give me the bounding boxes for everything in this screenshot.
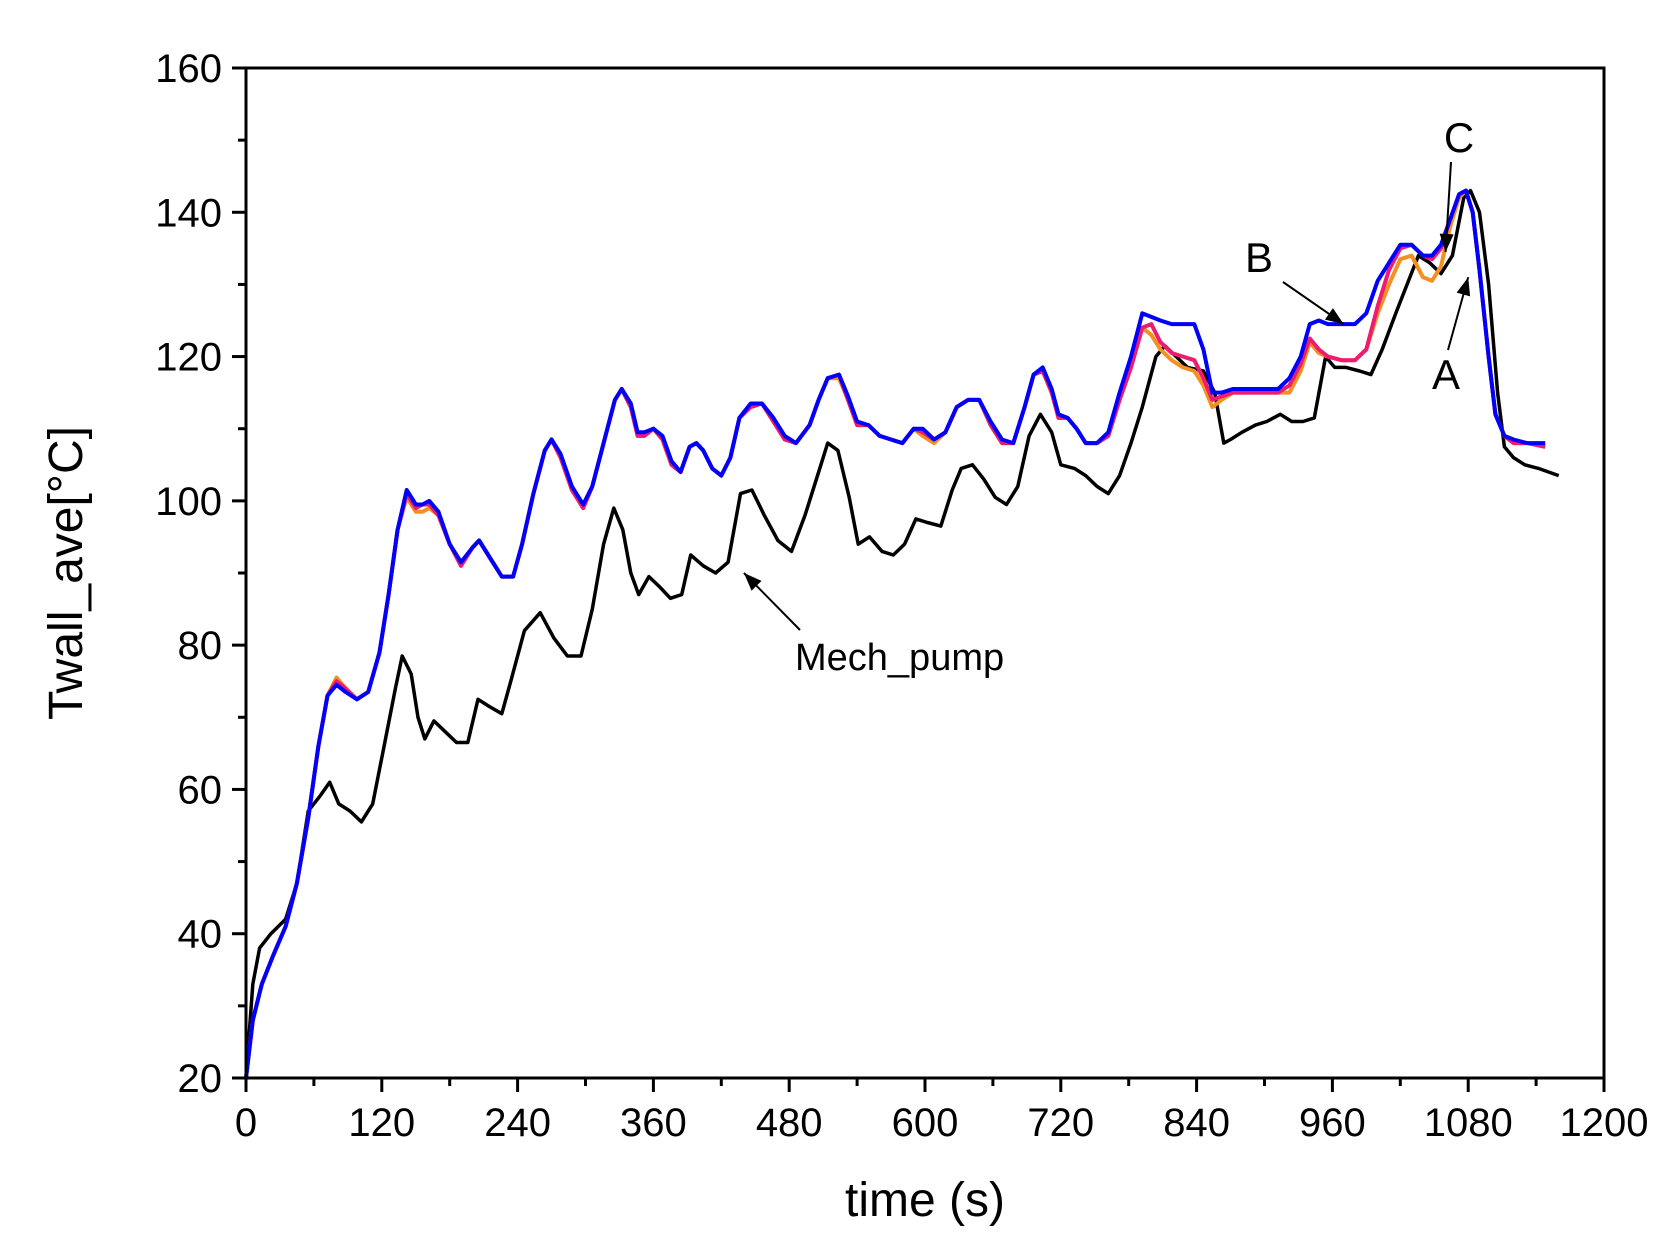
y-tick-label: 20 xyxy=(178,1057,223,1101)
annotation-label-c: C xyxy=(1444,114,1474,161)
x-tick-label: 240 xyxy=(484,1101,551,1145)
x-tick-label: 120 xyxy=(348,1101,415,1145)
x-tick-label: 360 xyxy=(620,1101,687,1145)
x-tick-label: 840 xyxy=(1163,1101,1230,1145)
x-tick-label: 720 xyxy=(1027,1101,1094,1145)
y-tick-label: 40 xyxy=(178,913,223,957)
annotation-arrowhead-a xyxy=(1456,277,1471,297)
x-tick-label: 960 xyxy=(1299,1101,1366,1145)
x-tick-label: 1200 xyxy=(1560,1101,1649,1145)
annotation-arrowhead-mech-pump xyxy=(743,573,762,591)
y-tick-label: 140 xyxy=(155,191,222,235)
x-tick-label: 1080 xyxy=(1424,1101,1513,1145)
plot-lines xyxy=(244,188,1560,1079)
annotation-label-mech-pump: Mech_pump xyxy=(795,637,1004,679)
y-tick-label: 60 xyxy=(178,768,223,812)
y-axis: 20 40 60 80 100 120 140 160 xyxy=(155,47,246,1101)
annotation-label-a: A xyxy=(1432,351,1460,398)
x-tick-label: 0 xyxy=(235,1101,257,1145)
y-tick-label: 100 xyxy=(155,480,222,524)
series-line-mech-pump xyxy=(244,188,1560,1079)
annotation-label-b: B xyxy=(1245,234,1273,281)
annotation-arrowhead-c xyxy=(1439,233,1454,252)
x-axis: 0 120 240 360 480 600 720 840 960 1080 1200 xyxy=(235,1078,1649,1145)
series-line-b xyxy=(244,188,1546,1079)
plot-frame xyxy=(244,66,1606,1080)
x-tick-label: 600 xyxy=(892,1101,959,1145)
annotations: Mech_pump A B C xyxy=(743,114,1474,679)
annotation-arrowhead-b xyxy=(1324,308,1344,325)
y-tick-label: 80 xyxy=(178,624,223,668)
x-axis-title: time (s) xyxy=(845,1174,1005,1227)
x-tick-label: 480 xyxy=(756,1101,823,1145)
y-tick-label: 160 xyxy=(155,47,222,91)
y-axis-title: Twall_ave[°C] xyxy=(40,426,93,720)
y-tick-label: 120 xyxy=(155,336,222,380)
